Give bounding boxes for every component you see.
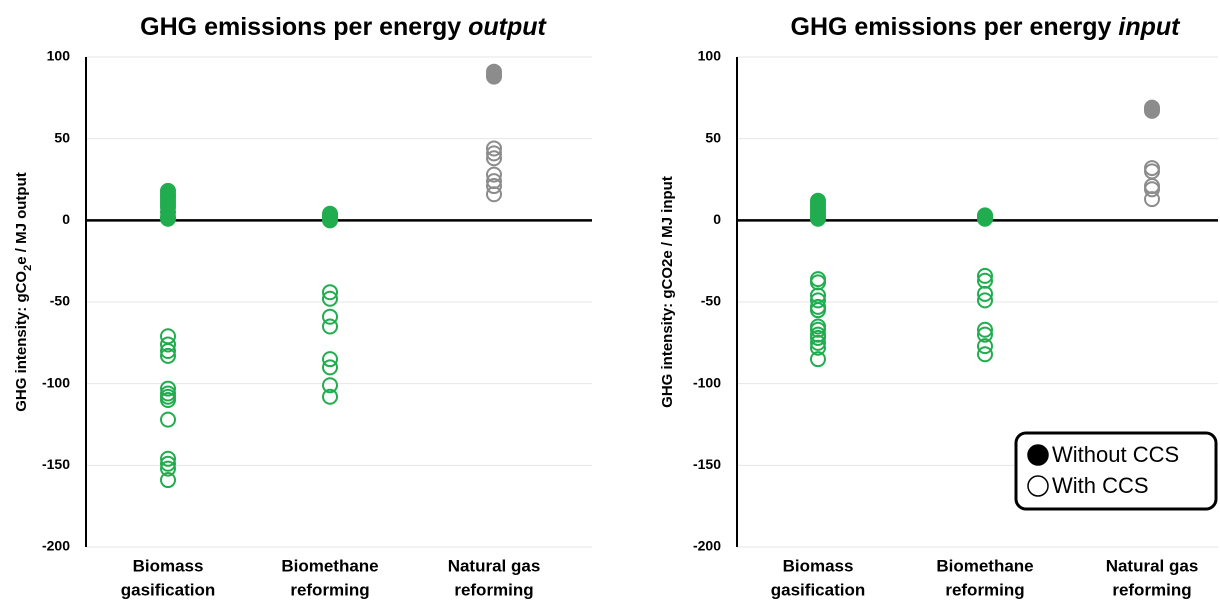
point: [486, 178, 502, 195]
x-tick-label: reforming: [1112, 580, 1191, 599]
point: [160, 336, 176, 353]
point: [486, 140, 502, 157]
point: [486, 166, 502, 183]
legend-marker: [1027, 444, 1049, 466]
y-axis-label: GHG intensity: gCO2e / MJ output: [13, 172, 34, 411]
y-tick-label: -200: [693, 538, 721, 554]
point: [160, 455, 176, 472]
point: [977, 285, 993, 302]
chart-panel: GHG emissions per energy output 100 50 0 -50…: [13, 13, 592, 599]
chart-panel: GHG emissions per energy input 100 50 0 -50 -…: [659, 13, 1218, 599]
point: [810, 329, 826, 346]
y-tick-label: -50: [50, 293, 70, 309]
legend-marker: [1027, 475, 1049, 497]
point: [160, 460, 176, 477]
y-label-part: GHG intensity: gCO: [13, 271, 30, 412]
point: [322, 351, 338, 368]
point: [977, 267, 993, 284]
x-tick-label: Biomass: [783, 556, 854, 575]
point: [486, 150, 502, 167]
point: [977, 326, 993, 343]
point: [322, 290, 338, 307]
point: [1144, 102, 1160, 119]
point: [810, 351, 826, 368]
point: [1144, 178, 1160, 195]
chart-title: GHG emissions per energy input: [791, 13, 1182, 41]
y-tick-label: -150: [42, 456, 70, 472]
point: [810, 274, 826, 291]
point: [160, 210, 176, 227]
point: [810, 302, 826, 319]
chart-title: GHG emissions per energy output: [140, 13, 547, 41]
x-tick-label: reforming: [454, 580, 533, 599]
point: [1144, 191, 1160, 208]
point: [977, 346, 993, 363]
point: [322, 308, 338, 325]
point: [160, 388, 176, 405]
point: [322, 388, 338, 405]
point: [1144, 160, 1160, 177]
y-label-part: e / MJ output: [13, 172, 30, 265]
title-emphasis: output: [468, 13, 547, 41]
y-tick-label: -200: [42, 538, 70, 554]
point: [977, 338, 993, 355]
title-text: GHG emissions per energy: [791, 13, 1112, 41]
title-emphasis: input: [1118, 13, 1181, 41]
point: [160, 411, 176, 428]
legend-label: With CCS: [1052, 473, 1149, 498]
point: [486, 186, 502, 203]
point: [322, 284, 338, 301]
point: [322, 212, 338, 229]
point: [977, 210, 993, 227]
y-tick-label: -50: [701, 293, 721, 309]
point: [810, 210, 826, 227]
x-tick-label: Natural gas: [1106, 556, 1199, 575]
point: [322, 377, 338, 394]
point: [160, 347, 176, 364]
point: [160, 472, 176, 489]
point: [160, 380, 176, 397]
point: [160, 392, 176, 408]
y-label-part: 2: [22, 265, 34, 271]
y-tick-label: 100: [47, 48, 71, 64]
point: [160, 343, 176, 359]
x-tick-label: Natural gas: [448, 556, 541, 575]
y-tick-label: 50: [54, 129, 70, 145]
point: [486, 68, 502, 85]
point: [486, 145, 502, 162]
y-tick-label: 0: [713, 211, 721, 227]
y-tick-label: 100: [698, 48, 722, 64]
point: [322, 318, 338, 335]
point: [1144, 181, 1160, 198]
point: [977, 292, 993, 309]
x-tick-label: Biomethane: [281, 556, 378, 575]
point: [160, 328, 176, 345]
legend-label: Without CCS: [1052, 442, 1179, 467]
y-tick-label: -100: [693, 374, 721, 390]
x-tick-label: Biomethane: [936, 556, 1033, 575]
point: [977, 321, 993, 338]
legend-box: [1014, 431, 1218, 511]
x-tick-label: gasification: [771, 580, 865, 599]
point: [322, 359, 338, 376]
point: [1144, 163, 1160, 180]
x-tick-label: reforming: [945, 580, 1024, 599]
y-label-part: GHG intensity: gCO2e / MJ input: [659, 176, 676, 408]
x-tick-label: reforming: [290, 580, 369, 599]
y-axis-label: GHG intensity: gCO2e / MJ input: [659, 176, 676, 408]
point: [810, 292, 826, 309]
point: [810, 334, 826, 351]
point: [160, 450, 176, 467]
y-tick-label: -150: [693, 456, 721, 472]
y-tick-label: 0: [62, 211, 70, 227]
point: [810, 339, 826, 356]
title-text: GHG emissions per energy: [140, 13, 461, 41]
y-tick-label: 50: [705, 129, 721, 145]
x-tick-label: gasification: [121, 580, 215, 599]
y-tick-label: -100: [42, 374, 70, 390]
x-tick-label: Biomass: [133, 556, 204, 575]
point: [810, 271, 826, 288]
